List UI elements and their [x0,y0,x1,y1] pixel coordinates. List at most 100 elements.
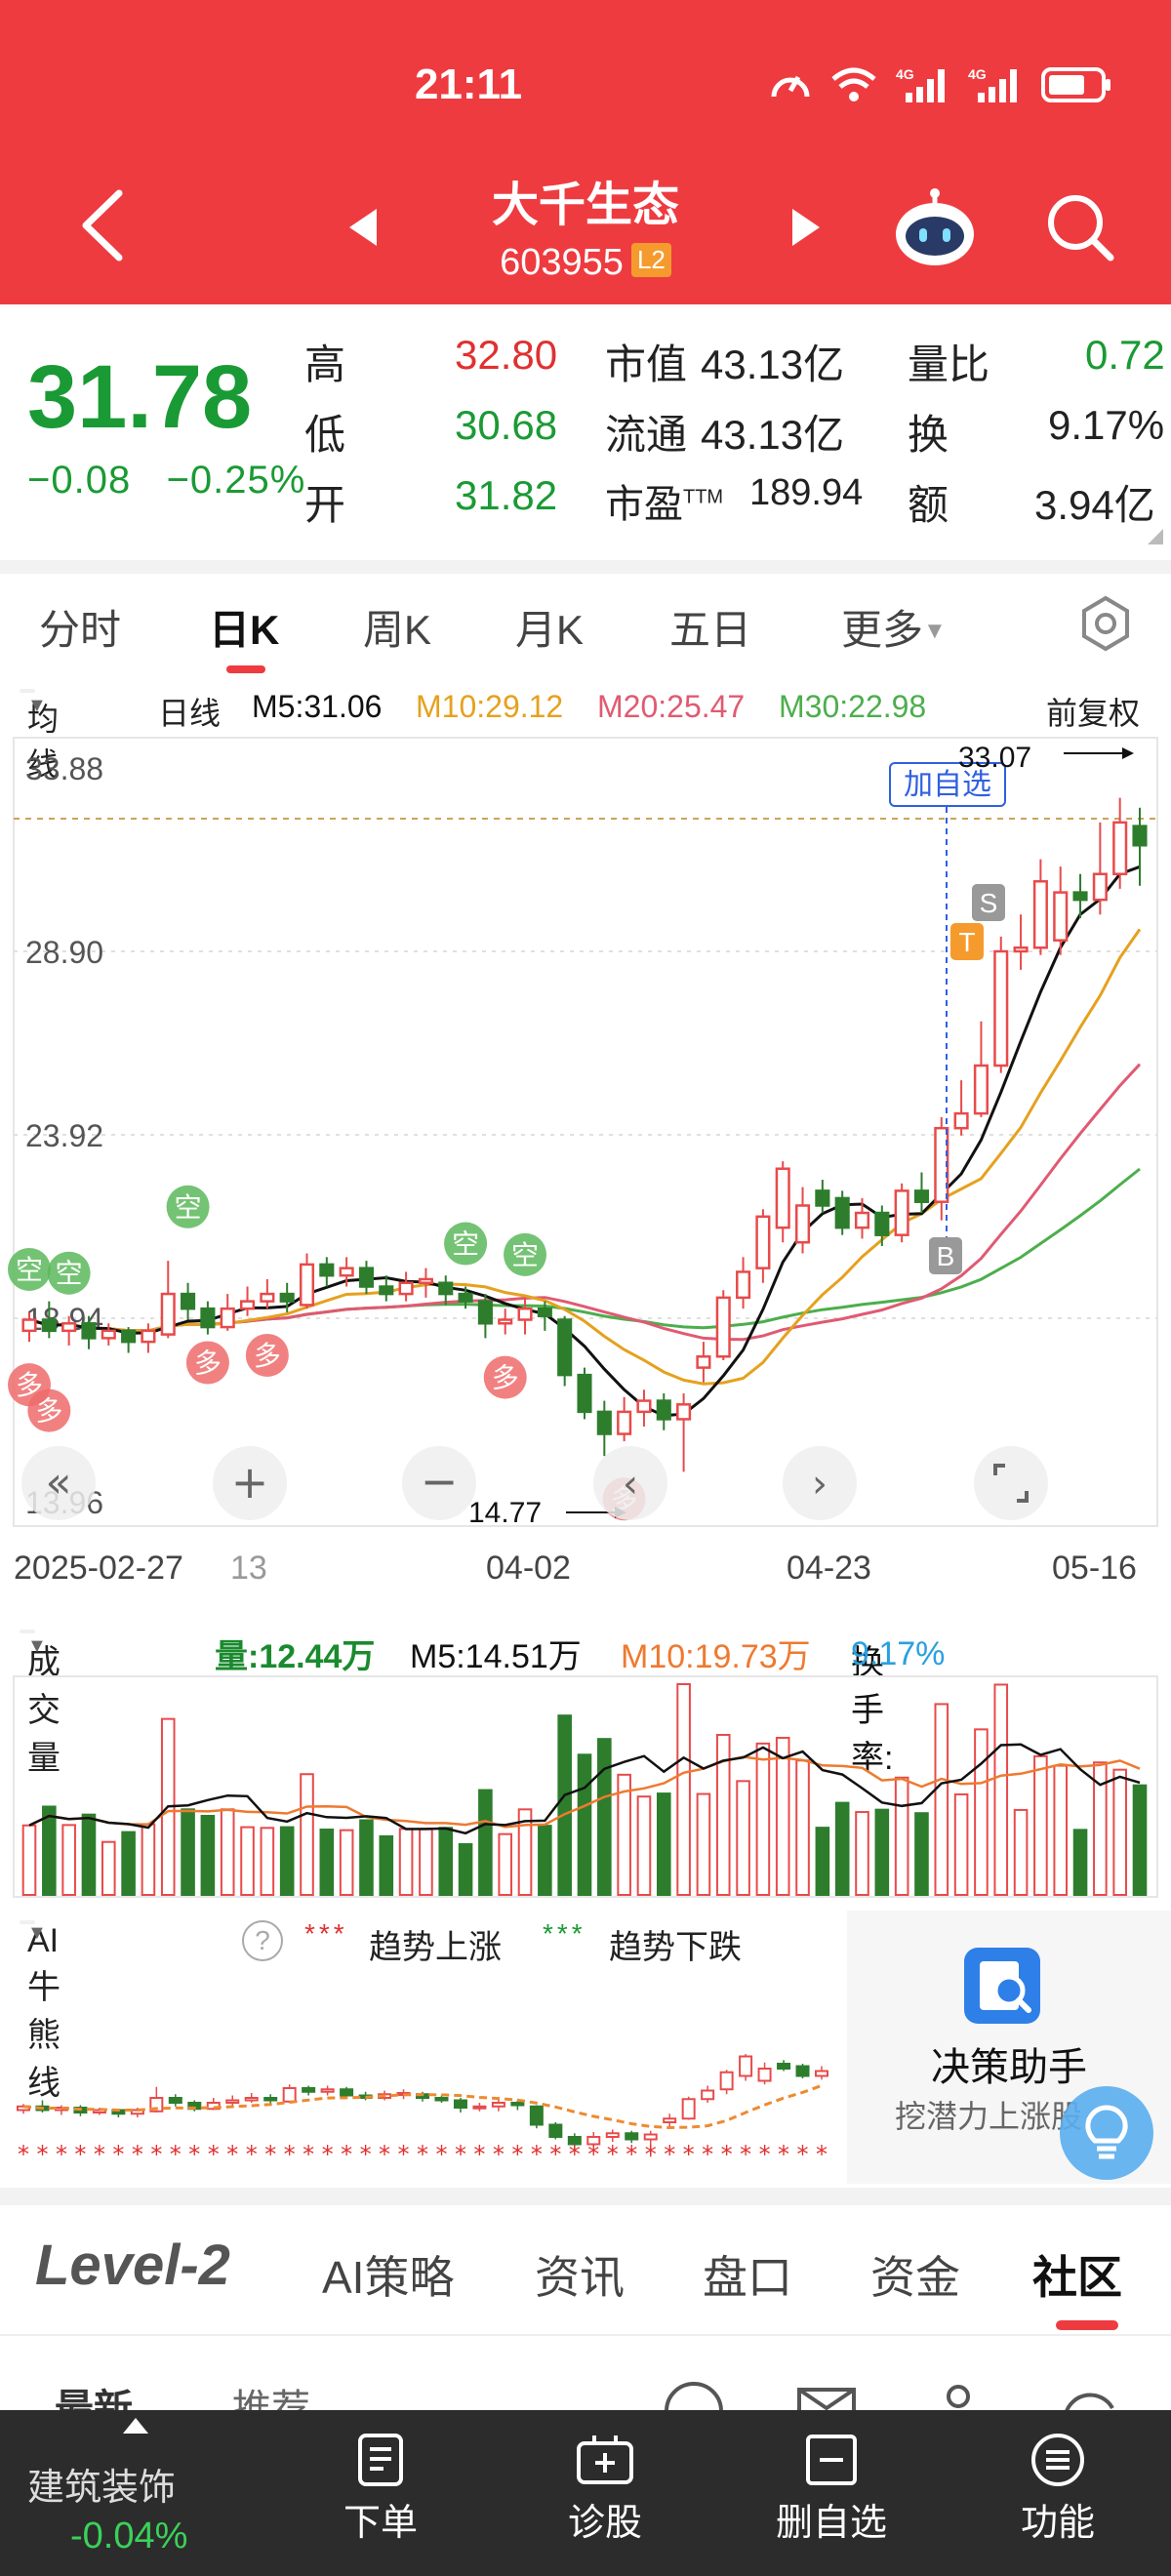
remove-watch-button[interactable]: 删自选 [734,2432,929,2546]
diagnose-button[interactable]: 诊股 [507,2432,703,2546]
fullscreen-button[interactable] [974,1446,1048,1520]
candles [21,797,1148,1472]
x-axis-labels: 2025-02-27 13 04-02 04-23 05-16 [0,1550,1171,1598]
volume-bar [676,1683,691,1896]
next-stock-icon[interactable] [790,207,822,248]
scroll-left-button[interactable] [593,1446,667,1520]
tab-funds[interactable]: 资金 [870,2252,960,2303]
candle-body [181,1292,196,1310]
volume-bar [815,1827,830,1896]
ai-trend-dots: * * * * * * * * * * * * * * * * * * * * * * * * * * * * * * * * * * * * * * * *… [18,2141,828,2168]
candle-body [319,1263,335,1277]
ai-line-selector[interactable]: AI牛熊线 ▼ [20,1920,61,2102]
signal-label: 空 [452,1228,479,1261]
vr-label: 量比 [908,342,990,387]
order-button[interactable]: 下单 [283,2432,478,2546]
mcap-value: 43.13亿 [701,342,845,387]
expand-corner-icon[interactable] [1144,527,1165,546]
user-icon[interactable] [935,2381,982,2420]
tab-order-book[interactable]: 盘口 [703,2252,792,2303]
volume-bar [577,1753,592,1897]
zoom-out-button[interactable] [402,1446,476,1520]
signal-bubble [27,1389,71,1432]
tab-more[interactable]: 更多▼ [841,597,947,657]
ai-candle-body [548,2123,563,2138]
scroll-right-button[interactable] [783,1446,857,1520]
tab-monthly-k[interactable]: 月K [515,607,585,653]
ai-trend-dot: * [664,2141,675,2168]
settings-icon[interactable] [1077,595,1134,652]
plus-icon: + [231,1456,269,1509]
volume-bar [419,1828,433,1897]
volume-bar [240,1826,255,1896]
ai-decision-panel[interactable]: 决策助手 挖潜力上涨股 [847,1911,1171,2184]
ai-trend-dot: * [379,2141,390,2168]
adjust-mode[interactable]: 前复权 [1046,696,1141,731]
stock-code: 603955 [500,242,624,283]
candle-body [1072,891,1088,902]
signal-label: 多 [194,1348,222,1380]
back-icon[interactable] [78,187,127,263]
turnover-rate-label: 换手率: [851,1644,894,1777]
signal-bubble [166,1185,210,1228]
tab-level2[interactable]: Level-2 [35,2234,230,2297]
sector-name[interactable]: 建筑装饰 [27,2468,177,2509]
ai-trend-dot: * [417,2141,428,2168]
mail-icon[interactable] [796,2387,857,2420]
help-icon[interactable]: ? [242,1920,283,1961]
zoom-in-button[interactable] [213,1446,287,1520]
refresh-icon[interactable] [1060,2381,1118,2420]
long-signal: 多 [483,1355,527,1399]
candle-body [438,1281,454,1296]
ai-candle-body [282,2087,297,2103]
tab-intraday[interactable]: 分时 [39,607,122,653]
ai-candle-body [777,2063,791,2070]
ai-trend-dot: * [607,2141,619,2168]
robot-assistant-icon[interactable] [890,187,980,269]
rewind-button[interactable] [21,1446,96,1520]
candle-body [617,1410,632,1435]
chevron-right-icon: › [812,1462,828,1507]
tab-community[interactable]: 社区 [1032,2252,1122,2303]
ai-trend-dot: * [778,2141,789,2168]
turnover-label: 换 [908,412,949,458]
candle [577,1367,592,1420]
candle-body [794,1204,811,1244]
ai-candle-body [795,2065,810,2077]
ai-trend-dot: * [531,2141,543,2168]
ma-selector-label: 均线 [27,702,60,782]
candle-body [160,1292,176,1336]
add-watch-tag[interactable]: 加自选 [904,769,991,801]
prev-stock-icon[interactable] [347,207,379,248]
volume-chart[interactable] [0,1674,1171,1899]
functions-button[interactable]: 功能 [960,2432,1155,2546]
tab-daily-k[interactable]: 日K [209,607,280,653]
short-signal: 空 [47,1251,91,1295]
lightbulb-icon[interactable] [1058,2084,1155,2182]
add-watch-tag-bg[interactable] [889,762,1006,807]
tab-ai-strategy[interactable]: AI策略 [322,2252,455,2303]
volume-bar [874,1808,890,1896]
tab-weekly-k[interactable]: 周K [363,607,432,653]
candle [696,1342,711,1383]
search-icon[interactable] [1044,191,1116,263]
candle-body [993,949,1009,1067]
chevron-up-icon[interactable] [121,2416,150,2435]
signal-label: 多 [35,1395,62,1428]
volume-selector[interactable]: 成交量 ▼ [20,1630,61,1777]
ai-trend-dot: * [170,2141,182,2168]
signal-label: 空 [16,1254,43,1286]
tab-more-label: 更多 [841,607,924,653]
volume-bar [636,1795,652,1896]
tab-five-day[interactable]: 五日 [669,607,752,653]
volume-frame [13,1675,1158,1898]
candle-body [260,1292,275,1303]
candle-body [21,1318,37,1333]
ma10-legend: M10:29.12 [416,689,564,724]
tab-news[interactable]: 资讯 [535,2252,625,2303]
ma-selector[interactable]: 均线 ▼ [20,689,59,782]
decision-assistant-title: 决策助手 [931,2046,1087,2089]
ai-candle-body [491,2102,505,2108]
candle [379,1275,394,1302]
